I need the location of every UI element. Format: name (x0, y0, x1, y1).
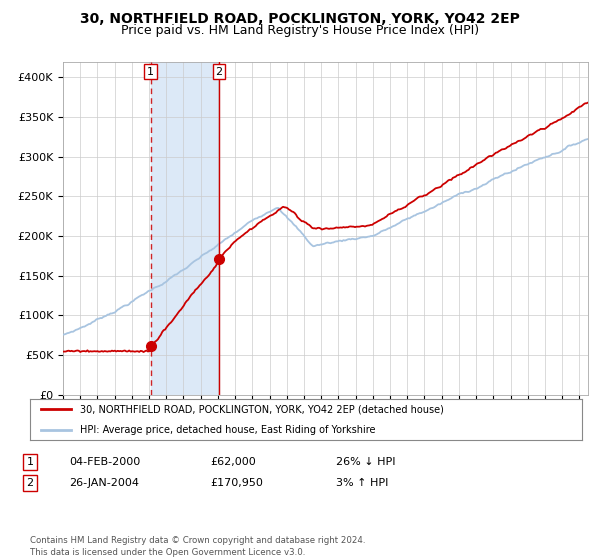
Text: HPI: Average price, detached house, East Riding of Yorkshire: HPI: Average price, detached house, East… (80, 424, 375, 435)
Text: £62,000: £62,000 (210, 457, 256, 467)
Text: 2: 2 (215, 67, 223, 77)
Text: Contains HM Land Registry data © Crown copyright and database right 2024.
This d: Contains HM Land Registry data © Crown c… (30, 536, 365, 557)
Text: 1: 1 (26, 457, 34, 467)
Text: 2: 2 (26, 478, 34, 488)
Text: 26-JAN-2004: 26-JAN-2004 (69, 478, 139, 488)
Text: Price paid vs. HM Land Registry's House Price Index (HPI): Price paid vs. HM Land Registry's House … (121, 24, 479, 36)
Text: 30, NORTHFIELD ROAD, POCKLINGTON, YORK, YO42 2EP (detached house): 30, NORTHFIELD ROAD, POCKLINGTON, YORK, … (80, 404, 443, 414)
Text: £170,950: £170,950 (210, 478, 263, 488)
Text: 1: 1 (147, 67, 154, 77)
Text: 30, NORTHFIELD ROAD, POCKLINGTON, YORK, YO42 2EP: 30, NORTHFIELD ROAD, POCKLINGTON, YORK, … (80, 12, 520, 26)
Bar (151, 62, 219, 395)
Text: 26% ↓ HPI: 26% ↓ HPI (336, 457, 395, 467)
Text: 3% ↑ HPI: 3% ↑ HPI (336, 478, 388, 488)
Text: 04-FEB-2000: 04-FEB-2000 (69, 457, 140, 467)
